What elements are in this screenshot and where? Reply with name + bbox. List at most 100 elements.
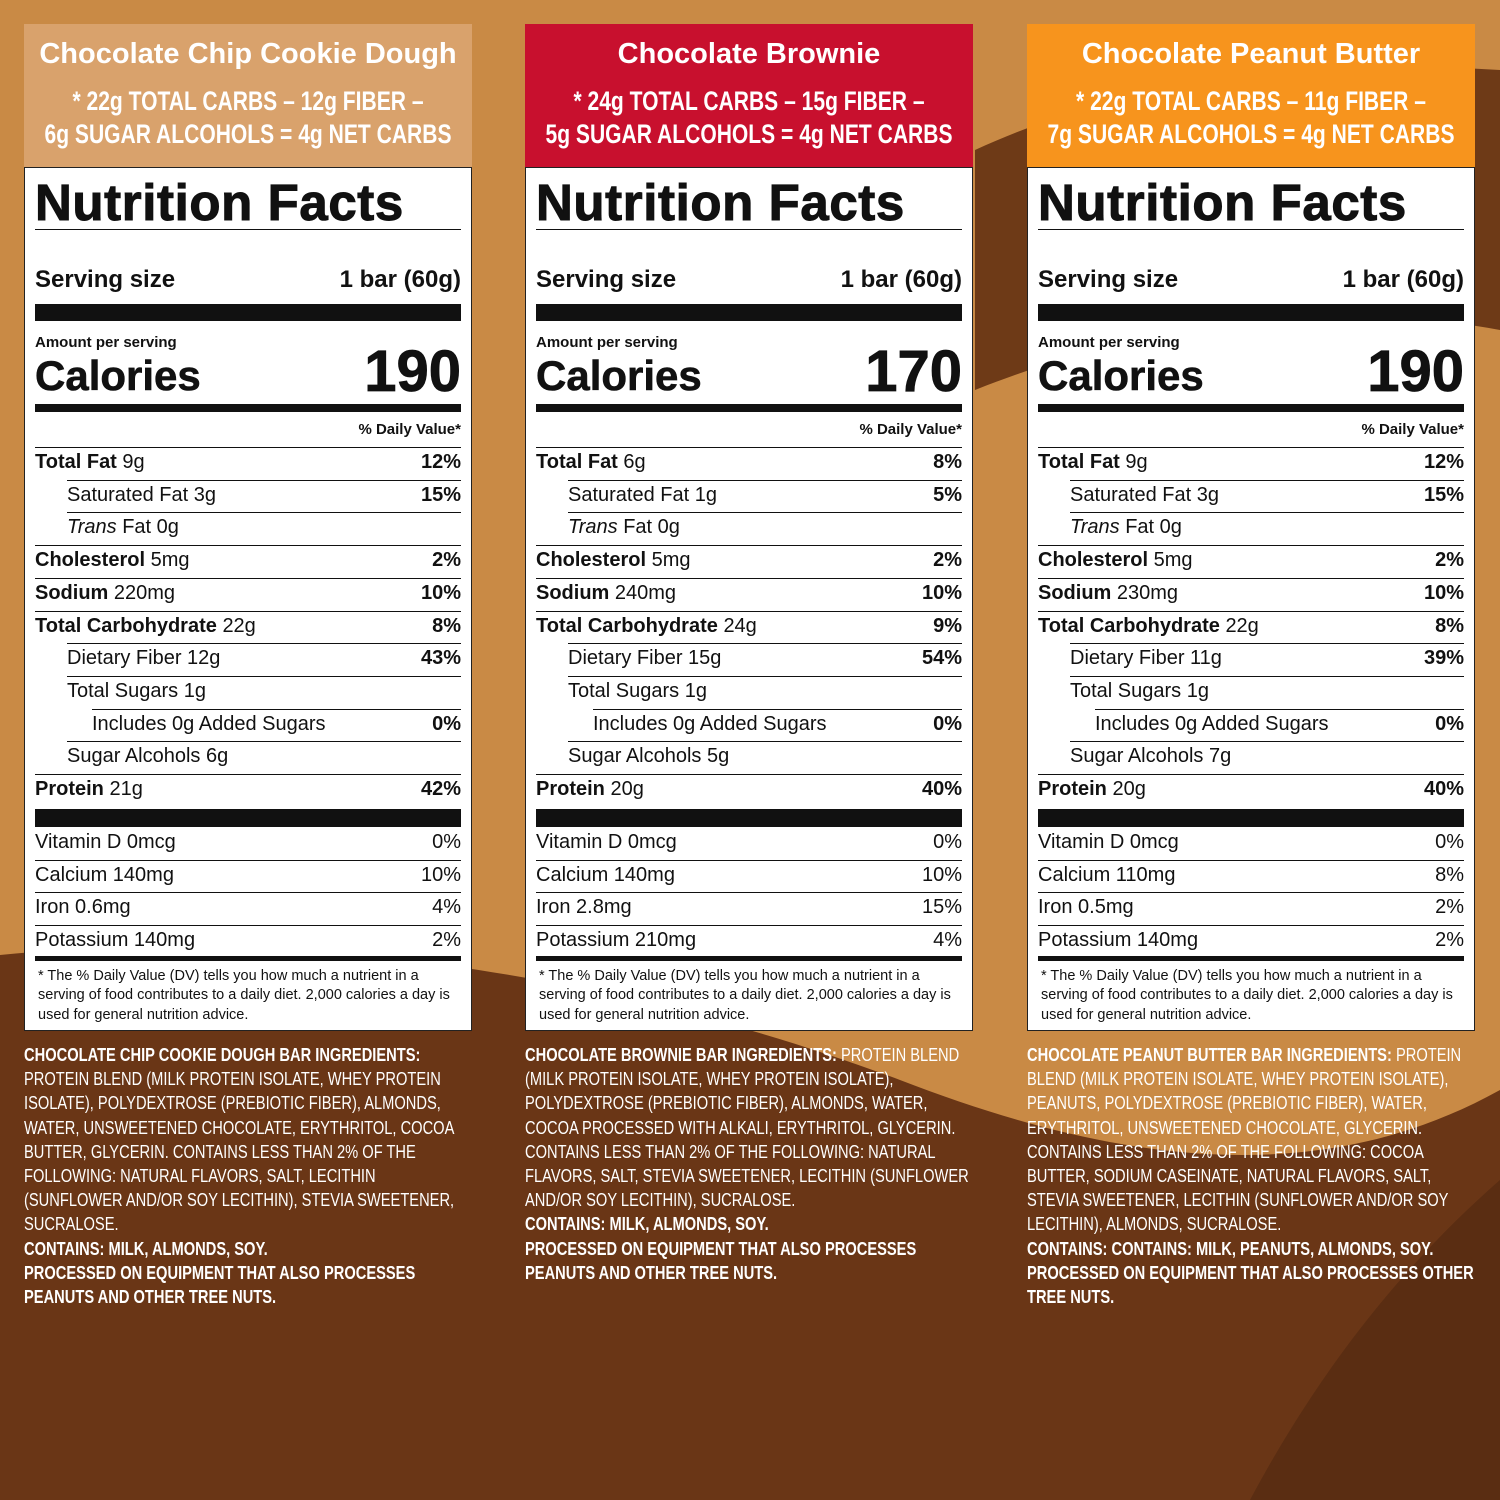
daily-value: 0%	[1435, 712, 1464, 735]
daily-value: 10%	[921, 581, 962, 604]
vitamin: Calcium 110mg	[1038, 863, 1176, 886]
rule	[536, 956, 962, 961]
nutrient-amount: 7g	[1208, 745, 1232, 768]
nutrient: Dietary Fiber 12g	[67, 647, 220, 670]
rule	[536, 859, 962, 861]
allergen-contains: CONTAINS: MILK, ALMONDS, SOY.	[525, 1214, 769, 1235]
daily-value: 54%	[921, 647, 962, 670]
rule	[67, 741, 461, 743]
vitamin-dv: 0%	[933, 831, 962, 853]
nutrient-name: Protein	[536, 778, 605, 800]
rule	[67, 675, 461, 677]
daily-value: 0%	[933, 712, 962, 735]
vitamin-dv: 4%	[432, 896, 461, 919]
rule	[536, 892, 962, 894]
ingredients-label: CHOCOLATE CHIP COOKIE DOUGH BAR INGREDIE…	[24, 1045, 421, 1065]
flavor-header: Chocolate Chip Cookie Dough * 22g TOTAL C…	[24, 24, 472, 167]
nutrient: Includes 0g Added Sugars	[1095, 713, 1329, 736]
nutrient: Total Sugars 1g	[67, 680, 206, 703]
nutrient-name: Total Carbohydrate	[35, 614, 217, 637]
ingredients: CHOCOLATE CHIP COOKIE DOUGH BAR INGREDIE…	[24, 1043, 472, 1309]
nutrient-amount: 240mg	[614, 581, 677, 604]
serving-label: Serving size	[1038, 266, 1179, 293]
nutrient-amount: 21g	[109, 778, 143, 800]
nutrient: Total Fat 6g	[536, 451, 646, 474]
nutrient-name: Sugar Alcohols	[1070, 745, 1204, 768]
rule	[35, 229, 461, 230]
vitamin: Iron 0.6mg	[35, 896, 131, 919]
nutrient-amount: 0g	[1159, 516, 1182, 539]
nutrient-amount: 22g	[1225, 614, 1259, 637]
rule	[568, 479, 962, 481]
nutrient: Includes 0g Added Sugars	[593, 713, 827, 736]
rule	[1038, 809, 1464, 827]
nutrient-amount: 1g	[684, 679, 707, 702]
amount-label: Amount per serving	[1038, 334, 1180, 351]
nutrient-amount: 22g	[222, 614, 256, 637]
rule	[568, 675, 962, 677]
rule	[536, 809, 962, 827]
calories-value: 190	[364, 339, 462, 405]
rule	[593, 708, 962, 710]
background-lower	[0, 946, 1500, 1500]
nutrient: Total Carbohydrate 22g	[35, 615, 256, 638]
nutrient-name: Protein	[1038, 778, 1107, 800]
vitamin-dv: 4%	[933, 929, 962, 952]
ingredients-text: PROTEIN BLEND (MILK PROTEIN ISOLATE, WHE…	[525, 1045, 969, 1211]
nutrient-amount: 3g	[1196, 483, 1219, 506]
daily-value: 10%	[420, 581, 461, 604]
vitamin: Vitamin D 0mcg	[536, 831, 677, 853]
rule	[536, 545, 962, 547]
nutrient: Total Carbohydrate 24g	[536, 615, 757, 638]
vitamin-dv: 0%	[432, 831, 461, 853]
rule	[568, 512, 962, 514]
nutrient-amount: 9g	[1125, 451, 1148, 473]
daily-value: 2%	[1435, 549, 1464, 572]
rule	[1038, 229, 1464, 230]
nutrient: Total Fat 9g	[35, 451, 145, 474]
rule	[536, 447, 962, 448]
vitamin: Vitamin D 0mcg	[35, 831, 176, 853]
vitamin-dv: 2%	[432, 929, 461, 952]
net-carbs-line: 7g SUGAR ALCOHOLS = 4g NET CARBS	[1047, 119, 1455, 149]
flavor-title: Chocolate Brownie	[617, 38, 881, 70]
daily-value: 39%	[1423, 647, 1464, 670]
vitamin-dv: 8%	[1435, 863, 1464, 886]
vitamin: Iron 2.8mg	[536, 896, 632, 919]
net-carbs-line: 5g SUGAR ALCOHOLS = 4g NET CARBS	[545, 119, 953, 149]
rule	[1038, 404, 1464, 412]
nutrient: Cholesterol 5mg	[1038, 549, 1193, 572]
heading: Nutrition Facts	[1038, 174, 1407, 232]
daily-value: 42%	[420, 778, 461, 800]
rule	[1038, 610, 1464, 612]
nutrient-name: Total Fat	[536, 451, 618, 473]
nutrient-name: Sugar Alcohols	[568, 745, 702, 768]
nutrient-amount: 230mg	[1116, 581, 1179, 604]
nutrient-amount: 1g	[183, 679, 206, 702]
rule	[1038, 304, 1464, 321]
nutrient-name: Dietary Fiber	[67, 647, 182, 670]
nutrient: Protein 20g	[1038, 778, 1146, 801]
rule	[1070, 643, 1464, 645]
rule	[35, 956, 461, 961]
nutrient-name-italic: Trans	[568, 516, 618, 539]
serving-value: 1 bar (60g)	[1342, 266, 1464, 293]
rule	[1070, 479, 1464, 481]
nutrient-name: Total Carbohydrate	[536, 614, 718, 637]
rule	[536, 304, 962, 321]
rule	[35, 404, 461, 412]
serving-value: 1 bar (60g)	[339, 266, 461, 293]
rule	[1070, 675, 1464, 677]
rule	[568, 643, 962, 645]
nutrition-label: Nutrition Facts Serving size 1 bar (60g) Am…	[1027, 167, 1475, 1031]
nutrient: Sugar Alcohols 6g	[67, 745, 228, 768]
rule	[35, 859, 461, 861]
rule	[1038, 577, 1464, 579]
nutrient-name: Dietary Fiber	[568, 647, 683, 670]
nutrient-name: Total Sugars	[67, 679, 179, 702]
nutrient-name: Includes 0g Added Sugars	[1095, 712, 1329, 735]
nutrient-name: Total Fat	[35, 451, 117, 473]
nutrient-name: Includes 0g Added Sugars	[593, 712, 827, 735]
